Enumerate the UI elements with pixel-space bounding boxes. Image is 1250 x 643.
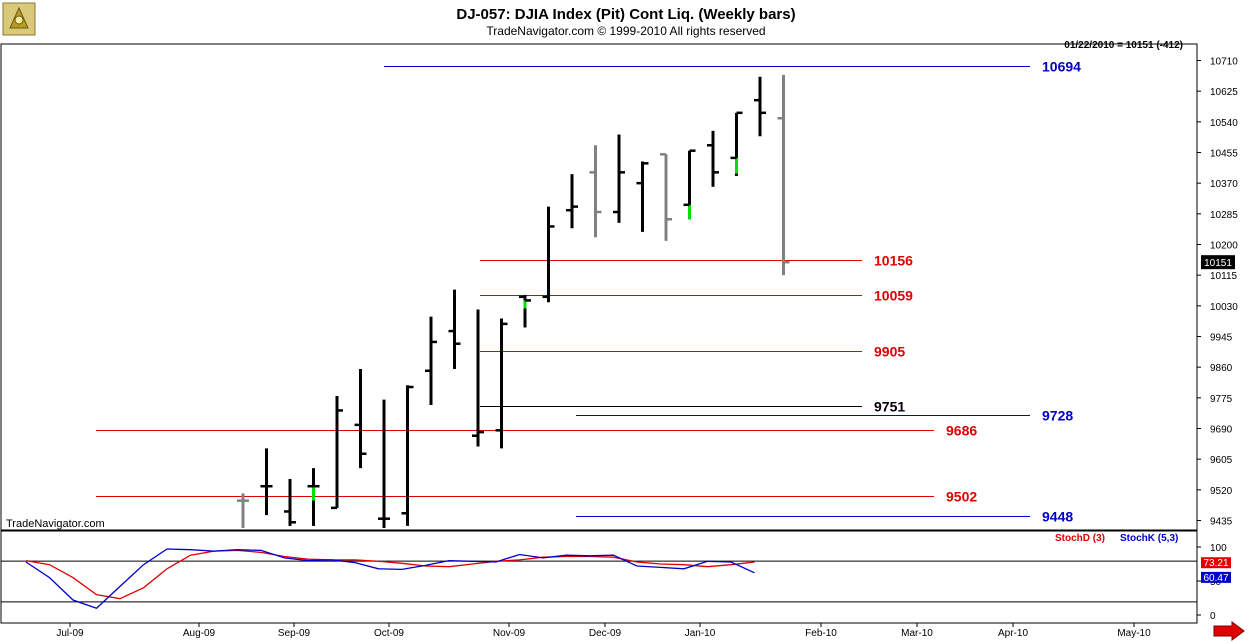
price-tick-label: 10540: [1210, 118, 1238, 129]
date-tick-label: Oct-09: [374, 628, 404, 639]
price-bar: [542, 206, 555, 303]
stoch-current-box: [1201, 571, 1231, 583]
price-tick-label: 10030: [1210, 302, 1238, 313]
price-bar: [566, 174, 578, 229]
price-tick-label: 9690: [1210, 425, 1233, 436]
stoch-tick-label: 0: [1210, 611, 1216, 622]
price-bars: [237, 74, 790, 528]
price-bar: [707, 130, 719, 187]
level-label: 9905: [874, 344, 905, 360]
price-bar: [660, 153, 672, 241]
price-bar: [354, 368, 367, 469]
price-bar: [519, 295, 531, 328]
date-tick-label: Apr-10: [998, 628, 1028, 639]
price-tick-label: 9945: [1210, 333, 1233, 344]
date-tick-label: Sep-09: [278, 628, 311, 639]
date-tick-label: Feb-10: [805, 628, 837, 639]
date-tick-label: Dec-09: [589, 628, 622, 639]
price-tick-label: 10370: [1210, 179, 1238, 190]
level-label: 9686: [946, 423, 977, 439]
current-price-box: [1201, 255, 1235, 270]
price-bar: [495, 318, 508, 449]
stoch-current-label: 73.21: [1203, 558, 1228, 569]
current-price-label: 10151: [1204, 258, 1232, 269]
level-label: 9448: [1042, 509, 1073, 525]
price-bar: [777, 74, 790, 276]
date-tick-label: Aug-09: [183, 628, 216, 639]
price-tick-label: 10200: [1210, 241, 1238, 252]
price-bar: [472, 309, 484, 447]
date-axis: Jul-09 Aug-09 Sep-09 Oct-09 Nov-09 Dec-09 Jan-…: [56, 623, 1151, 639]
price-bar: [307, 468, 320, 526]
price-bar: [331, 396, 343, 510]
last-quote-label: 01/22/2010 = 10151 (-412): [1064, 40, 1183, 51]
chart-title: DJ-057: DJIA Index (Pit) Cont Liq. (Week…: [456, 6, 795, 23]
level-label: 9502: [946, 489, 977, 505]
price-bar: [589, 145, 602, 238]
stoch-series-line: [25, 549, 755, 600]
date-tick-label: Mar-10: [901, 628, 933, 639]
price-bar: [683, 149, 696, 220]
price-tick-label: 10115: [1210, 271, 1238, 282]
level-label: 10059: [874, 288, 913, 304]
price-bar: [730, 111, 743, 176]
stochk-legend: StochK (5,3): [1120, 533, 1178, 544]
level-label: 9751: [874, 399, 905, 415]
stoch-tick-label: 100: [1210, 543, 1227, 554]
price-tick-label: 9860: [1210, 363, 1233, 374]
price-bar: [613, 134, 625, 223]
date-tick-label: Jan-10: [685, 628, 716, 639]
price-bar: [448, 289, 461, 369]
level-label: 10156: [874, 253, 913, 269]
scroll-right-arrow-icon[interactable]: [1213, 621, 1245, 641]
level-label: 10694: [1042, 59, 1081, 75]
price-bar: [636, 161, 649, 232]
price-bar: [378, 399, 390, 528]
chart-subtitle: TradeNavigator.com © 1999-2010 All right…: [486, 24, 765, 38]
price-tick-label: 9435: [1210, 517, 1233, 528]
price-panel: [0, 43, 1198, 531]
stoch-current-box: [1201, 557, 1231, 569]
price-tick-label: 10625: [1210, 87, 1238, 98]
tradenavigator-logo-icon[interactable]: [2, 2, 36, 36]
price-bar: [425, 316, 437, 406]
price-bar: [237, 493, 249, 528]
stochd-legend: StochD (3): [1055, 533, 1105, 544]
price-tick-label: 9605: [1210, 455, 1233, 466]
stoch-current-label: 60.47: [1203, 573, 1228, 584]
date-tick-label: Nov-09: [493, 628, 526, 639]
price-tick-label: 10710: [1210, 57, 1238, 68]
price-tick-label: 10285: [1210, 210, 1238, 221]
price-bar: [260, 448, 273, 516]
price-bar: [284, 479, 296, 526]
date-tick-label: May-10: [1117, 628, 1151, 639]
price-levels: 10694 10156 10059 9905 9751 9728 9686 9502 9448: [96, 59, 1081, 525]
watermark-text: TradeNavigator.com: [6, 518, 105, 530]
date-tick-label: Jul-09: [56, 628, 84, 639]
price-tick-label: 9520: [1210, 486, 1233, 497]
stochastic-panel: [0, 530, 1198, 624]
price-bar: [754, 76, 766, 137]
price-axis: 10710 10625 10540 10455 10370 10285 10200 10115…: [1197, 57, 1238, 528]
price-bar: [401, 385, 414, 526]
level-label: 9728: [1042, 408, 1073, 424]
price-tick-label: 9775: [1210, 394, 1233, 405]
stoch-series-line: [25, 548, 755, 609]
price-tick-label: 10455: [1210, 149, 1238, 160]
